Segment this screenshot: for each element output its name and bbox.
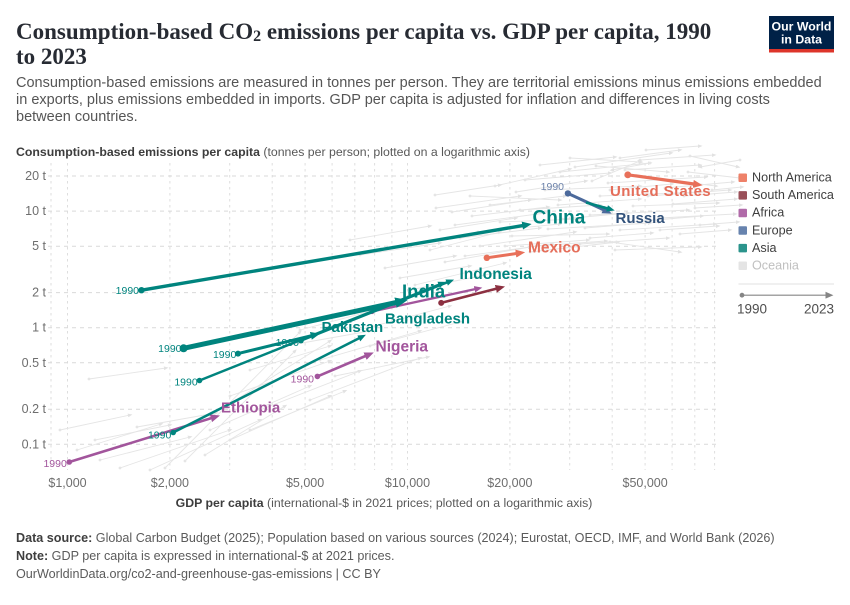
svg-text:1990: 1990 (291, 374, 315, 386)
svg-text:Consumption-based CO2 emission: Consumption-based CO2 emissions per capi… (16, 19, 711, 45)
svg-text:China: China (533, 208, 586, 229)
svg-text:Africa: Africa (752, 206, 784, 220)
svg-text:to 2023: to 2023 (16, 44, 87, 69)
svg-text:$10,000: $10,000 (385, 476, 430, 490)
svg-text:20 t: 20 t (25, 169, 46, 183)
svg-text:1 t: 1 t (32, 321, 46, 335)
svg-text:Europe: Europe (752, 223, 793, 237)
svg-text:1990: 1990 (43, 458, 67, 470)
svg-text:OurWorldinData.org/co2-and-gre: OurWorldinData.org/co2-and-greenhouse-ga… (16, 567, 382, 581)
svg-text:Consumption-based emissions pe: Consumption-based emissions per capita (… (16, 145, 530, 159)
svg-text:South America: South America (752, 188, 834, 202)
svg-text:1990: 1990 (213, 349, 237, 361)
svg-text:Ethiopia: Ethiopia (221, 400, 281, 417)
svg-text:United States: United States (610, 183, 711, 200)
svg-text:$20,000: $20,000 (487, 476, 532, 490)
svg-text:North America: North America (752, 171, 832, 185)
svg-text:Oceania: Oceania (752, 259, 799, 273)
svg-text:1990: 1990 (737, 302, 767, 317)
svg-text:$1,000: $1,000 (48, 476, 86, 490)
svg-text:1990: 1990 (116, 285, 140, 297)
svg-text:in Data: in Data (781, 33, 822, 47)
svg-text:in exports, plus emissions emb: in exports, plus emissions embedded in i… (16, 92, 770, 108)
svg-text:between countries.: between countries. (16, 109, 138, 125)
svg-text:Nigeria: Nigeria (376, 339, 429, 356)
svg-text:0.5 t: 0.5 t (22, 356, 47, 370)
svg-text:Consumption-based emissions ar: Consumption-based emissions are measured… (16, 75, 822, 91)
svg-text:Data source: Global Carbon Bud: Data source: Global Carbon Budget (2025)… (16, 531, 775, 545)
svg-text:1990: 1990 (541, 181, 565, 193)
svg-text:Mexico: Mexico (528, 240, 581, 257)
svg-text:Indonesia: Indonesia (460, 266, 533, 283)
svg-text:1990: 1990 (158, 343, 182, 355)
svg-text:2023: 2023 (804, 302, 834, 317)
svg-text:Note: GDP per capita is expres: Note: GDP per capita is expressed in int… (16, 549, 394, 563)
svg-text:$2,000: $2,000 (151, 476, 189, 490)
svg-text:GDP per capita (international-: GDP per capita (international-$ in 2021 … (176, 496, 593, 510)
svg-text:2 t: 2 t (32, 286, 46, 300)
svg-text:$5,000: $5,000 (286, 476, 324, 490)
svg-text:0.1 t: 0.1 t (22, 437, 47, 451)
svg-text:1990: 1990 (276, 337, 300, 349)
svg-text:Russia: Russia (616, 210, 666, 227)
svg-text:0.2 t: 0.2 t (22, 402, 47, 416)
svg-text:Asia: Asia (752, 241, 777, 255)
svg-text:10 t: 10 t (25, 204, 46, 218)
svg-text:5 t: 5 t (32, 239, 46, 253)
svg-text:1990: 1990 (174, 377, 198, 389)
svg-text:Our World: Our World (772, 20, 832, 34)
svg-text:Pakistan: Pakistan (322, 319, 384, 336)
svg-text:Bangladesh: Bangladesh (385, 311, 470, 328)
svg-text:1990: 1990 (148, 430, 172, 442)
svg-text:India: India (402, 280, 446, 301)
svg-text:$50,000: $50,000 (623, 476, 668, 490)
